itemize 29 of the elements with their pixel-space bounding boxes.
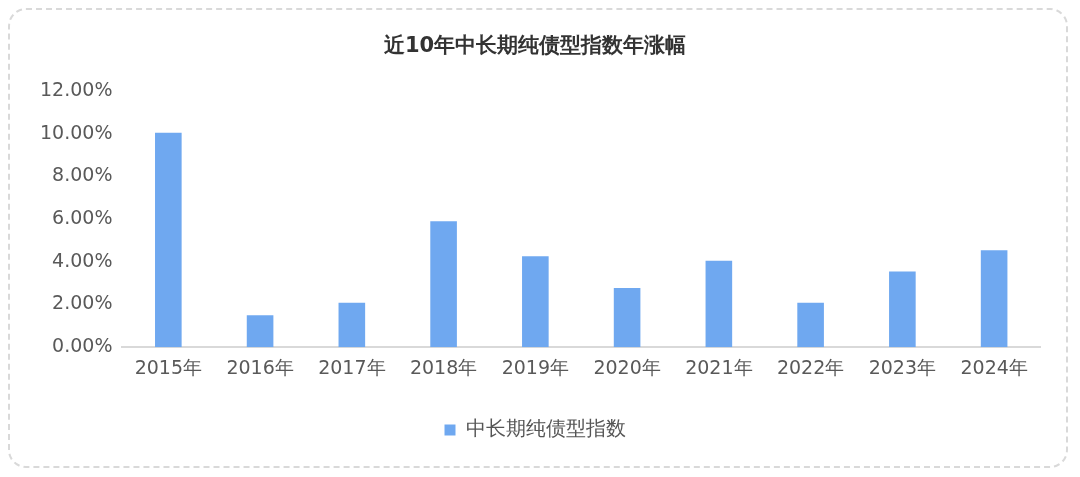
y-tick-label: 4.00%	[52, 248, 113, 271]
chart-title: 近10年中长期纯债型指数年涨幅	[382, 33, 687, 58]
x-tick-label: 2018年	[409, 355, 478, 378]
x-tick-label: 2017年	[318, 355, 386, 378]
y-tick-label: 10.00%	[39, 120, 113, 143]
y-tick-label: 2.00%	[52, 291, 113, 314]
x-tick-label: 2024年	[960, 355, 1028, 378]
x-tick-label: 2016年	[226, 355, 294, 378]
x-tick-label: 2020年	[593, 355, 661, 378]
x-tick-label: 2015年	[134, 355, 202, 378]
bar	[797, 302, 824, 348]
x-tick-label: 2023年	[868, 355, 937, 378]
y-tick-label: 8.00%	[52, 163, 113, 186]
bar	[155, 132, 182, 348]
y-tick-label: 12.00%	[39, 78, 113, 101]
x-tick-label: 2019年	[501, 355, 570, 378]
y-tick-label: 6.00%	[52, 206, 113, 229]
bar	[430, 221, 457, 348]
bar	[613, 287, 641, 348]
x-tick-label: 2022年	[776, 355, 845, 378]
bar	[338, 302, 366, 348]
legend-label: 中长期纯债型指数	[465, 416, 626, 441]
x-tick-label: 2021年	[685, 355, 753, 378]
y-tick-label: 0.00%	[52, 334, 113, 357]
bar	[705, 260, 733, 348]
bar	[246, 315, 274, 348]
bar	[980, 250, 1008, 348]
bar	[522, 256, 549, 348]
bar	[889, 271, 916, 348]
